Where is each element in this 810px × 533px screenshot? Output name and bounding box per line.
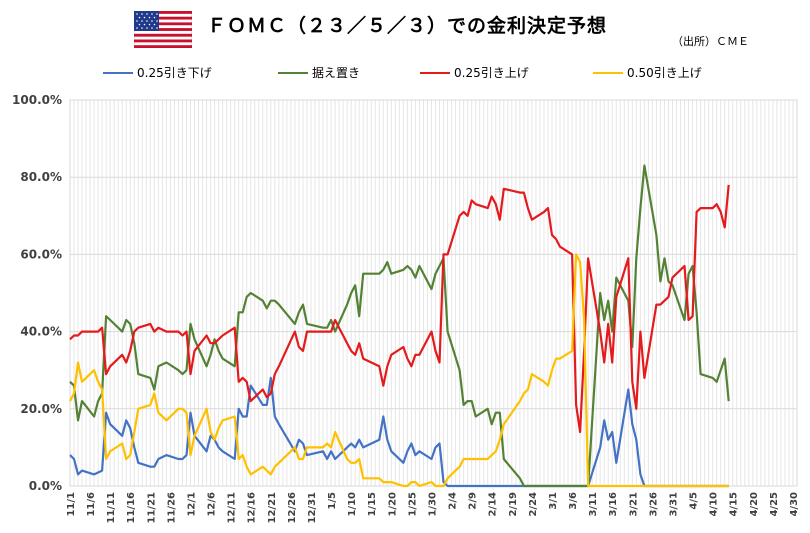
x-tick-label: 4/10: [709, 492, 720, 517]
legend-swatch-hold: [278, 71, 308, 74]
x-tick-label: 12/31: [307, 492, 318, 524]
legend-label-cut: 0.25引き下げ: [137, 66, 212, 80]
series-line-3: [69, 253, 729, 488]
x-tick-label: 4/30: [789, 492, 800, 517]
y-tick-label: 20.0%: [20, 402, 62, 416]
x-tick-label: 3/16: [608, 492, 619, 517]
x-tick-label: 3/1: [548, 492, 559, 510]
chart-legend: 0.25引き下げ 据え置き 0.25引き上げ 0.50引き上げ: [0, 64, 810, 84]
y-tick-label: 40.0%: [20, 325, 62, 339]
y-tick-label: 80.0%: [20, 170, 62, 184]
us-flag-icon: [134, 11, 192, 48]
x-tick-label: 4/25: [769, 492, 780, 517]
x-tick-label: 11/26: [166, 492, 177, 524]
y-tick-label: 100.0%: [12, 93, 62, 107]
x-tick-label: 12/21: [267, 492, 278, 524]
legend-swatch-hike25: [420, 71, 450, 74]
x-tick-label: 11/16: [126, 492, 137, 524]
x-tick-label: 3/26: [648, 492, 659, 517]
x-tick-label: 3/21: [628, 492, 639, 517]
x-tick-label: 1/25: [407, 492, 418, 517]
legend-item-cut: 0.25引き下げ: [103, 64, 212, 81]
x-tick-label: 12/1: [186, 492, 197, 517]
legend-label-hike25: 0.25引き上げ: [454, 66, 529, 80]
x-tick-label: 1/30: [427, 492, 438, 517]
x-tick-label: 12/26: [287, 492, 298, 524]
plot-area-border: [69, 99, 798, 487]
x-tick-label: 11/21: [146, 492, 157, 524]
chart-title: ＦＯＭＣ（２３／５／３）での金利決定予想: [207, 15, 608, 37]
x-tick-label: 11/11: [106, 492, 117, 524]
x-tick-label: 2/24: [528, 492, 539, 517]
x-tick-label: 12/11: [227, 492, 238, 524]
source-note: （出所）ＣＭＥ: [672, 35, 749, 48]
y-tick-label: 60.0%: [20, 247, 62, 261]
x-tick-label: 1/20: [387, 492, 398, 517]
legend-item-hike50: 0.50引き上げ: [593, 64, 702, 81]
legend-label-hold: 据え置き: [312, 66, 361, 80]
x-tick-label: 2/4: [448, 492, 459, 510]
x-tick-label: 12/6: [207, 492, 218, 517]
series-line-2: [69, 184, 730, 434]
legend-label-hike50: 0.50引き上げ: [627, 66, 702, 80]
x-tick-label: 11/1: [66, 492, 77, 517]
legend-swatch-hike50: [593, 71, 623, 74]
x-tick-label: 2/9: [468, 492, 479, 510]
legend-item-hike25: 0.25引き上げ: [420, 64, 529, 81]
x-tick-label: 1/10: [347, 492, 358, 517]
x-tick-label: 12/16: [247, 492, 258, 524]
x-tick-label: 4/5: [689, 492, 700, 510]
x-tick-label: 1/5: [327, 492, 338, 510]
x-tick-label: 2/14: [488, 492, 499, 517]
x-tick-label: 1/15: [367, 492, 378, 517]
x-tick-label: 11/6: [86, 492, 97, 517]
x-tick-label: 3/6: [568, 492, 579, 510]
x-tick-label: 4/15: [729, 492, 740, 517]
x-tick-label: 3/11: [588, 492, 599, 517]
x-tick-label: 3/31: [668, 492, 679, 517]
legend-swatch-cut: [103, 71, 133, 74]
y-tick-label: 0.0%: [29, 479, 62, 493]
x-tick-label: 2/19: [508, 492, 519, 517]
x-tick-label: 4/20: [749, 492, 760, 517]
legend-item-hold: 据え置き: [278, 64, 360, 81]
series-line-1: [69, 164, 730, 488]
